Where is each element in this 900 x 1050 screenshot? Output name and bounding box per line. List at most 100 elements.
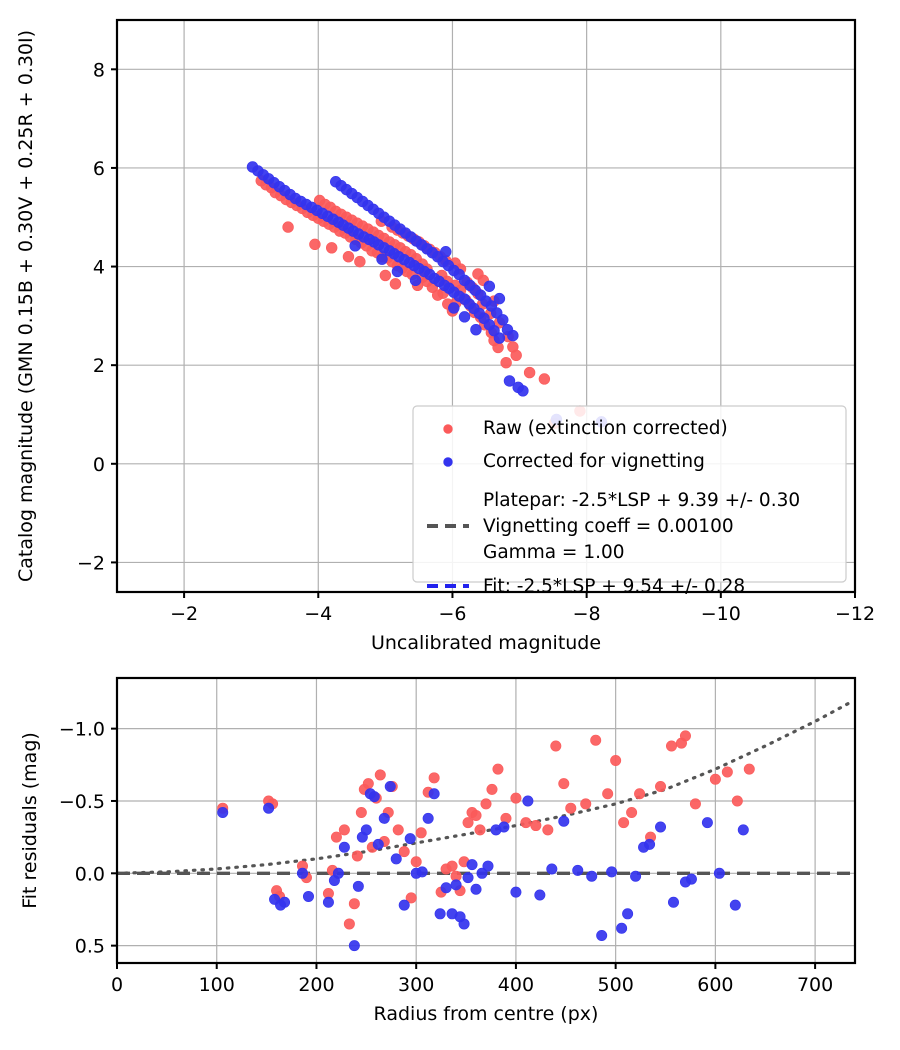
data-point	[431, 289, 444, 301]
data-point	[470, 809, 482, 821]
data-point	[348, 940, 360, 952]
xaxis-label-0: Uncalibrated magnitude	[371, 632, 601, 654]
ytick-label-0: −2	[77, 552, 105, 574]
data-point	[586, 870, 598, 882]
data-point	[486, 783, 498, 795]
data-point	[498, 821, 510, 833]
xtick-label-3: 300	[398, 974, 434, 996]
data-point	[446, 860, 458, 872]
xtick-label-1: −4	[304, 603, 332, 625]
data-point	[470, 883, 482, 895]
data-point	[737, 824, 749, 836]
data-point	[343, 918, 355, 930]
data-point	[416, 866, 428, 878]
data-point	[322, 896, 334, 908]
data-point	[701, 817, 713, 829]
data-point	[398, 899, 410, 911]
data-point	[352, 880, 364, 892]
data-point	[325, 242, 338, 254]
legend-box	[412, 405, 847, 583]
data-point	[510, 886, 522, 898]
data-point	[398, 846, 410, 858]
yaxis-label-0: Catalog magnitude (GMN 0.15B + 0.30V + 0…	[15, 30, 37, 582]
data-point	[372, 838, 384, 850]
axes-frame	[115, 676, 857, 965]
xaxis-label-1: Radius from centre (px)	[374, 1003, 599, 1025]
data-point	[558, 815, 570, 827]
legend-label-1: Corrected for vignetting	[483, 451, 705, 472]
data-point	[462, 817, 474, 829]
data-point	[602, 788, 614, 800]
data-point	[510, 349, 522, 362]
data-point	[482, 860, 494, 872]
data-point	[360, 824, 372, 836]
data-point	[558, 778, 570, 790]
data-point	[338, 824, 350, 836]
data-point	[434, 908, 446, 920]
data-point	[342, 250, 355, 263]
data-point	[279, 896, 291, 908]
data-point	[523, 366, 536, 379]
data-point	[415, 827, 427, 839]
legend-marker-1	[443, 457, 453, 467]
data-point	[450, 879, 462, 891]
data-point	[492, 763, 504, 775]
data-point	[296, 867, 308, 879]
data-point	[282, 221, 294, 233]
data-layer-fit-residuals-vs-radius	[117, 700, 855, 952]
xtick-label-2: 200	[298, 974, 334, 996]
data-point	[534, 889, 546, 901]
data-point	[472, 268, 484, 280]
xtick-label-0: −2	[170, 603, 198, 625]
xtick-label-4: −10	[701, 603, 741, 625]
data-point	[458, 918, 470, 930]
data-point	[440, 246, 452, 258]
data-point	[330, 831, 342, 843]
ytick-label-5: 8	[93, 59, 105, 81]
data-point	[476, 867, 488, 879]
ytick-label-1: 0.0	[75, 863, 105, 885]
xtick-label-2: −6	[438, 603, 466, 625]
data-point	[500, 357, 512, 369]
data-point	[379, 269, 392, 282]
xtick-label-7: 700	[797, 974, 833, 996]
data-point	[389, 278, 402, 290]
data-point	[721, 766, 733, 778]
data-point	[709, 773, 721, 785]
data-point	[512, 381, 524, 394]
data-point	[405, 892, 417, 904]
data-point	[493, 292, 506, 305]
data-point	[580, 798, 592, 810]
data-point	[550, 740, 562, 752]
data-point	[572, 864, 584, 876]
data-point	[466, 859, 478, 871]
data-point	[384, 780, 396, 792]
data-point	[626, 807, 638, 819]
data-point	[483, 280, 496, 292]
data-point	[474, 824, 486, 836]
data-point	[689, 798, 701, 810]
data-point	[622, 908, 634, 920]
legend-marker-0	[443, 424, 453, 434]
ytick-label-2: −0.5	[59, 791, 105, 813]
data-point	[390, 853, 402, 865]
data-point	[440, 882, 452, 894]
data-point	[616, 922, 628, 934]
data-point	[309, 238, 321, 251]
data-point	[542, 824, 554, 836]
data-point	[743, 763, 755, 775]
data-point	[354, 255, 366, 268]
data-point	[480, 798, 492, 810]
data-point	[392, 824, 404, 836]
legend-platepar-line-1: Vignetting coeff = 0.00100	[483, 516, 734, 537]
xtick-label-5: 500	[598, 974, 634, 996]
data-point	[338, 841, 350, 853]
axes-frame	[115, 18, 857, 594]
data-point	[462, 872, 474, 884]
data-point	[470, 323, 482, 336]
data-point	[667, 896, 679, 908]
ytick-label-4: 6	[93, 158, 105, 180]
data-point	[522, 795, 534, 807]
data-point	[610, 754, 622, 766]
